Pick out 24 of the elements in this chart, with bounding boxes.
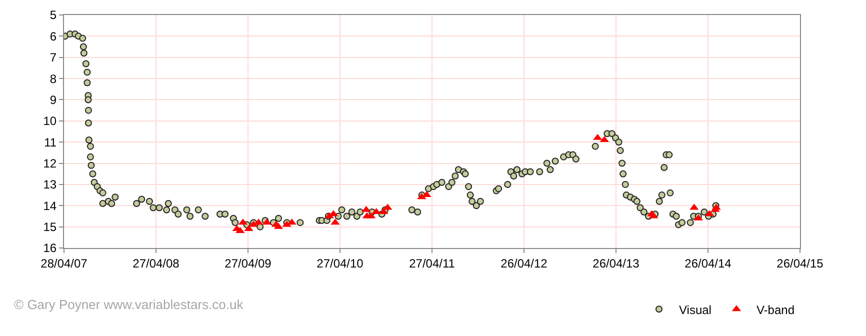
y-tick-label: 16 [43,241,57,256]
text: © Gary Poyner www.variablestars.co.uk [14,297,244,312]
x-tick-label: 26/04/13 [592,256,640,270]
y-tick-label: 10 [43,114,57,128]
x-tick-label: 26/04/15 [776,256,824,270]
x-tick-label: 27/04/11 [409,256,456,270]
x-tick-label: 27/04/10 [316,256,364,270]
x-tick-label: 28/04/07 [40,256,88,270]
legend-label: V-band [756,302,795,317]
x-tick-label: 27/04/08 [132,256,180,270]
x-tick-label: 26/04/14 [684,256,732,270]
y-tick-label: 5 [50,8,57,22]
legend-label: Visual [679,302,712,317]
y-tick-label: 14 [43,198,57,213]
y-tick-label: 9 [50,92,57,107]
y-tick-label: 13 [43,178,57,192]
x-tick-label: 26/04/12 [500,256,548,270]
y-tick-label: 8 [50,72,57,86]
y-tick-label: 15 [43,220,57,234]
y-tick-label: 7 [50,50,57,65]
y-tick-label: 6 [50,29,57,44]
y-tick-label: 12 [43,156,57,170]
y-tick-label: 11 [44,135,57,150]
x-tick-label: 27/04/09 [224,256,272,270]
